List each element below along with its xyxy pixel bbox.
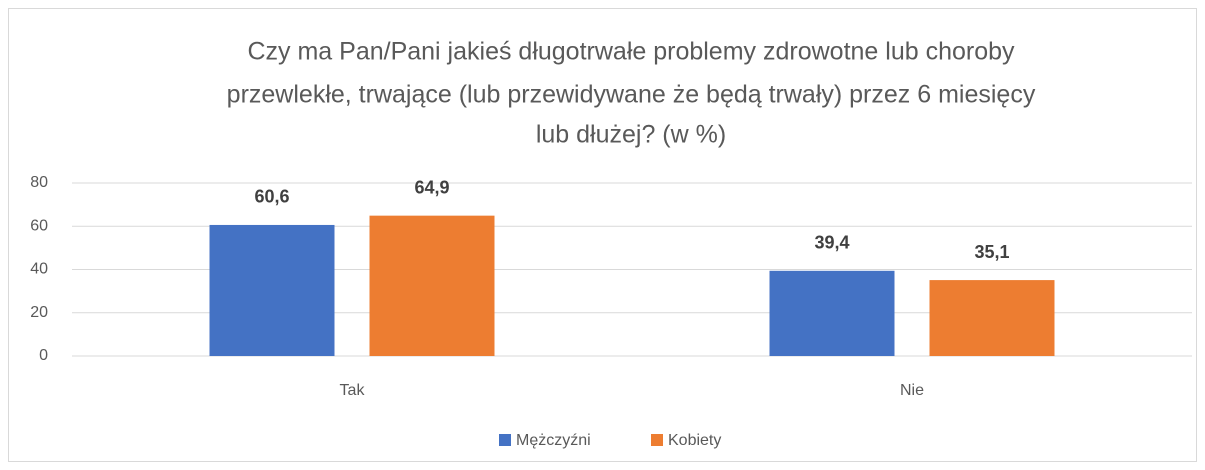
y-tick-label: 80 [30,174,48,191]
bar [769,270,895,356]
bar [929,280,1055,356]
bar [369,215,495,356]
value-label: 39,4 [814,233,849,253]
legend-label: Mężczyźni [516,432,591,449]
value-label: 35,1 [974,242,1009,262]
value-label: 60,6 [254,187,289,207]
y-tick-label: 40 [30,261,48,278]
legend-swatch [651,434,663,446]
chart-title: przewlekłe, trwające (lub przewidywane ż… [227,81,1036,109]
bar [209,224,335,356]
chart-frame [8,8,1197,462]
legend-label: Kobiety [668,432,721,449]
chart-title: lub dłużej? (w %) [536,121,726,149]
y-tick-label: 0 [39,347,48,364]
y-tick-label: 20 [30,304,48,321]
y-tick-label: 60 [30,217,48,234]
value-label: 64,9 [414,177,449,197]
x-tick-label: Nie [900,382,924,399]
chart-title: Czy ma Pan/Pani jakieś długotrwałe probl… [247,38,1015,66]
legend-swatch [499,434,511,446]
x-tick-label: Tak [340,382,366,399]
